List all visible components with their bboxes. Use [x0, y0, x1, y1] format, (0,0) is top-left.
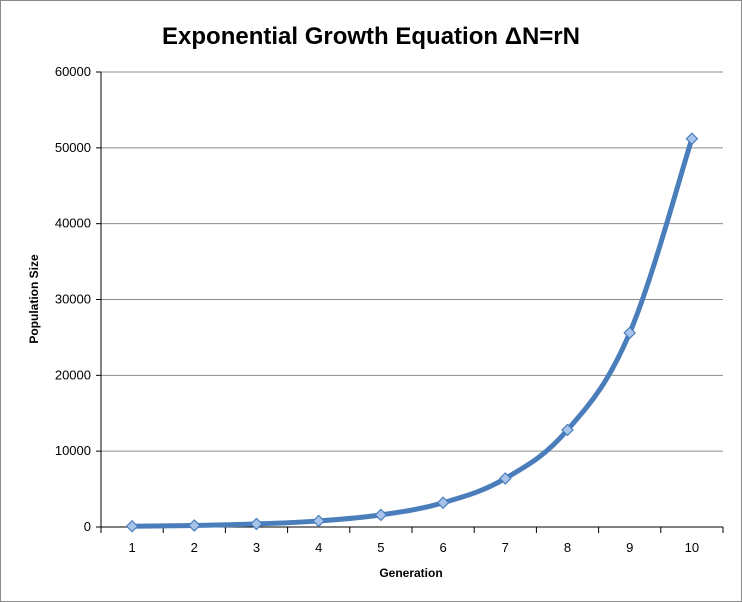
series-line	[129, 136, 695, 529]
y-tick-label: 20000	[55, 367, 91, 382]
data-point-marker	[187, 519, 201, 532]
y-tick-label: 30000	[55, 292, 91, 307]
data-point-marker	[498, 472, 512, 485]
x-tick-label: 8	[564, 540, 571, 555]
x-axis-ticks: 1 2 3 4 5 6 7 8 9 10	[100, 527, 724, 555]
x-tick-label: 7	[502, 540, 509, 555]
x-axis-label: Generation	[379, 566, 442, 580]
x-tick-label: 5	[377, 540, 384, 555]
y-tick-label: 40000	[55, 216, 91, 231]
data-point-marker	[125, 519, 139, 533]
data-point-marker	[250, 517, 263, 531]
y-axis-label: Population Size	[27, 254, 41, 344]
x-tick-label: 2	[191, 540, 198, 555]
data-point-marker	[561, 423, 574, 437]
x-tick-label: 6	[439, 540, 446, 555]
x-tick-label: 4	[315, 540, 322, 555]
y-tick-label: 50000	[55, 140, 91, 155]
x-tick-label: 10	[685, 540, 699, 555]
y-tick-label: 60000	[55, 64, 91, 79]
data-point-marker	[685, 132, 699, 146]
data-point-marker	[623, 326, 637, 340]
x-tick-label: 9	[626, 540, 633, 555]
x-tick-label: 1	[128, 540, 135, 555]
y-axis-ticks: 0 10000 20000 30000 40000 50000 60000	[55, 64, 101, 534]
data-point-marker	[374, 508, 388, 522]
data-point-marker	[312, 514, 326, 528]
y-tick-label: 10000	[55, 443, 91, 458]
series-group	[125, 132, 699, 533]
data-point-marker	[436, 496, 450, 510]
x-tick-label: 3	[253, 540, 260, 555]
y-tick-label: 0	[84, 519, 91, 534]
gridlines	[101, 71, 723, 452]
chart-title: Exponential Growth Equation ΔN=rN	[162, 23, 580, 50]
